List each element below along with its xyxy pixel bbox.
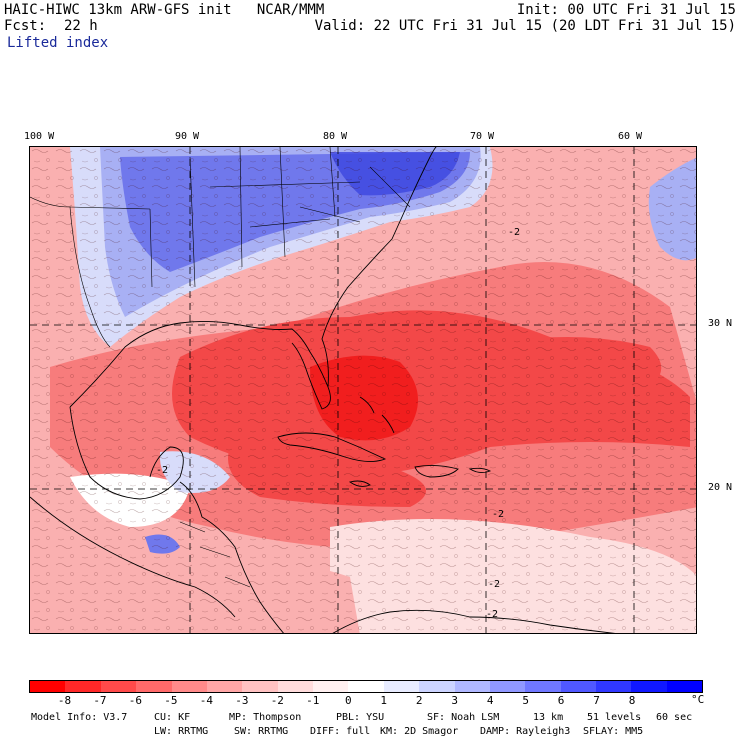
mexico-us-border bbox=[30, 196, 111, 348]
contour-label: -2 bbox=[486, 609, 498, 620]
colorbar-segment bbox=[489, 681, 526, 692]
colorbar-tick-label: 5 bbox=[522, 694, 529, 707]
colorbar-segment bbox=[30, 681, 66, 692]
central-america-borders bbox=[179, 521, 251, 588]
contour-label: -2 bbox=[488, 579, 500, 590]
footer-damping: DAMP: Rayleigh3 bbox=[480, 726, 571, 737]
colorbar-tick-label: -8 bbox=[57, 694, 72, 707]
colorbar-segment bbox=[65, 681, 101, 692]
colorbar bbox=[29, 680, 703, 693]
footer-diffusion: DIFF: full bbox=[310, 726, 371, 737]
footer-model-info: Model Info: V3.7 bbox=[31, 712, 128, 723]
colorbar-tick-label: -1 bbox=[306, 694, 320, 707]
colorbar-segment bbox=[100, 681, 137, 692]
central-america-coast bbox=[179, 481, 284, 633]
colorbar-tick-label: 7 bbox=[593, 694, 600, 707]
footer-resolution: 13 km bbox=[533, 712, 564, 723]
colorbar-segment bbox=[277, 681, 313, 692]
footer-levels: 51 levels bbox=[587, 712, 642, 723]
colorbar-segment bbox=[596, 681, 632, 692]
init-time: Init: 00 UTC Fri 31 Jul 15 bbox=[516, 2, 736, 18]
colorbar-tick-label: -6 bbox=[128, 694, 143, 707]
colorbar-tick-label: 2 bbox=[415, 694, 423, 707]
contour-texture bbox=[30, 147, 696, 633]
colorbar-tick-label: -5 bbox=[164, 694, 178, 707]
contour-label: -2 bbox=[508, 227, 520, 238]
lon-label-100w: 100 W bbox=[24, 131, 55, 142]
footer-surface: SF: Noah LSM bbox=[427, 712, 500, 723]
colorbar-segment bbox=[454, 681, 490, 692]
colorbar-segment bbox=[171, 681, 207, 692]
colorbar-unit: °C bbox=[691, 693, 705, 706]
lon-label-90w: 90 W bbox=[175, 131, 200, 142]
lon-label-60w: 60 W bbox=[618, 131, 643, 142]
footer-longwave: LW: RRTMG bbox=[154, 726, 209, 737]
colorbar-segment bbox=[242, 681, 278, 692]
colorbar-segment bbox=[525, 681, 561, 692]
colorbar-segment bbox=[136, 681, 172, 692]
map-canvas: -2 -2 -2 -2 -2 bbox=[30, 147, 696, 633]
contour-label: -2 bbox=[156, 465, 168, 476]
colorbar-segment bbox=[206, 681, 243, 692]
colorbar-tick-label: 6 bbox=[557, 694, 565, 707]
colorbar-segment bbox=[313, 681, 349, 692]
colorbar-tick-label: 0 bbox=[344, 694, 352, 707]
gulf-coast bbox=[69, 320, 331, 410]
model-title: HAIC-HIWC 13km ARW-GFS init NCAR/MMM bbox=[4, 2, 325, 18]
footer-shortwave: SW: RRTMG bbox=[234, 726, 289, 737]
colorbar-tick-label: 8 bbox=[628, 694, 636, 707]
coastlines bbox=[30, 147, 616, 633]
puerto-rico-coast bbox=[468, 467, 492, 474]
lon-label-80w: 80 W bbox=[323, 131, 348, 142]
colorbar-segment bbox=[348, 681, 384, 692]
forecast-label: Fcst: bbox=[4, 18, 47, 34]
mexico-pacific-coast bbox=[30, 496, 236, 618]
lat-label-30n: 30 N bbox=[708, 318, 733, 329]
lifted-index-map: -2 -2 -2 -2 -2 bbox=[29, 146, 697, 634]
forecast-hour: 22 h bbox=[64, 18, 98, 34]
hispaniola-coast bbox=[414, 464, 459, 478]
valid-time: Valid: 22 UTC Fri 31 Jul 15 (20 LDT Fri … bbox=[314, 18, 736, 34]
colorbar-segment bbox=[666, 681, 703, 692]
bahamas bbox=[359, 396, 395, 434]
colorbar-tick-label: -3 bbox=[235, 694, 249, 707]
footer-pbl: PBL: YSU bbox=[336, 712, 385, 723]
jamaica-coast bbox=[348, 480, 371, 487]
colorbar-tick-label: 4 bbox=[486, 694, 494, 707]
us-state-lines bbox=[69, 147, 411, 288]
colorbar-tick-label: -2 bbox=[270, 694, 284, 707]
atlantic-coast bbox=[321, 147, 437, 388]
colorbar-segment bbox=[383, 681, 420, 692]
colorbar-tick-label: -4 bbox=[199, 694, 213, 707]
colorbar-tick-label: 1 bbox=[380, 694, 388, 707]
political-borders bbox=[30, 147, 411, 588]
footer-timestep: 60 sec bbox=[656, 712, 693, 723]
mexico-gulf-coast bbox=[69, 406, 184, 500]
cuba-coast bbox=[277, 432, 387, 462]
footer-km: KM: 2D Smagor bbox=[380, 726, 459, 737]
footer-microphysics: MP: Thompson bbox=[229, 712, 302, 723]
footer-cumulus: CU: KF bbox=[154, 712, 191, 723]
footer-sflay: SFLAY: MM5 bbox=[583, 726, 644, 737]
colorbar-segment bbox=[631, 681, 667, 692]
south-america-coast bbox=[332, 609, 616, 633]
colorbar-tick-label: 3 bbox=[451, 694, 458, 707]
contour-labels: -2 -2 -2 -2 -2 bbox=[156, 227, 520, 620]
colorbar-segment bbox=[419, 681, 455, 692]
field-name: Lifted index bbox=[7, 35, 109, 51]
graticule bbox=[30, 147, 696, 633]
colorbar-tick-label: -7 bbox=[93, 694, 107, 707]
lat-label-20n: 20 N bbox=[708, 482, 733, 493]
lon-label-70w: 70 W bbox=[470, 131, 495, 142]
contour-label: -2 bbox=[492, 509, 504, 520]
colorbar-segment bbox=[560, 681, 596, 692]
